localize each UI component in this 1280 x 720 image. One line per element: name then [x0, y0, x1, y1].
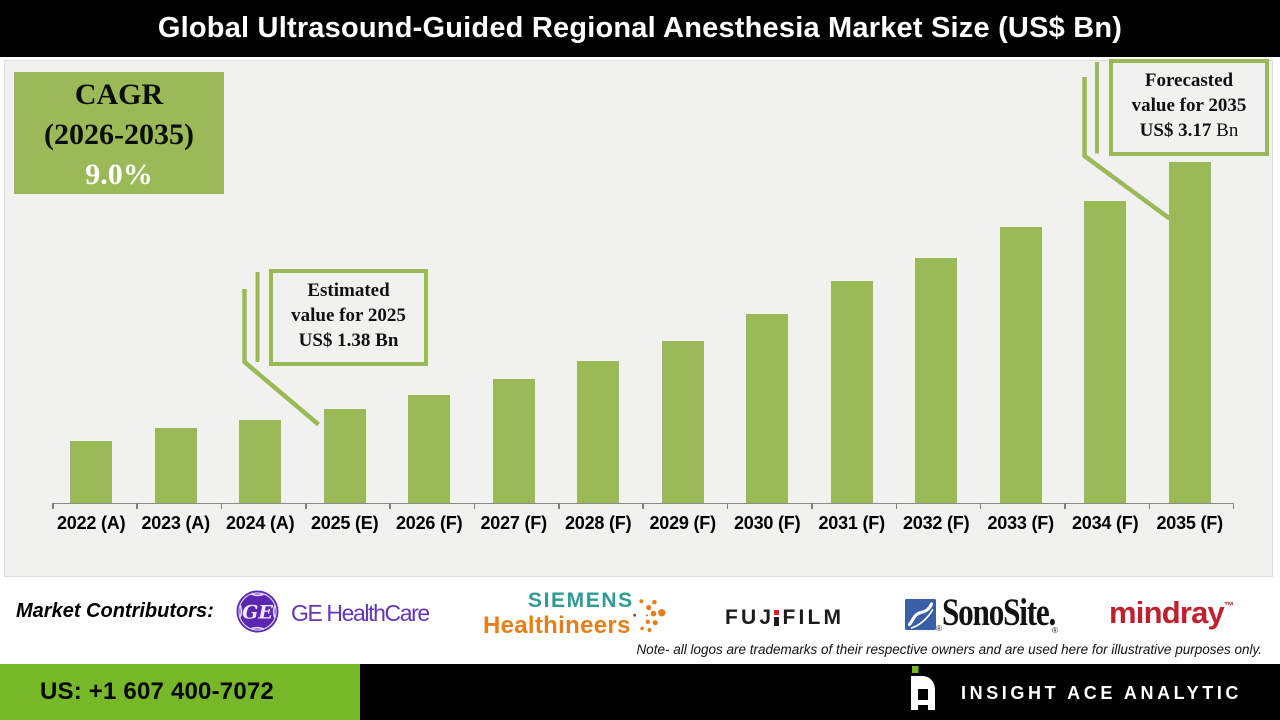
bar-2028	[577, 361, 620, 503]
bar-2022	[70, 441, 113, 503]
x-label-2033: 2033 (F)	[987, 513, 1054, 533]
trademark-note: Note- all logos are trademarks of their …	[636, 642, 1262, 657]
title-bar: Global Ultrasound-Guided Regional Anesth…	[0, 0, 1280, 57]
page-title: Global Ultrasound-Guided Regional Anesth…	[157, 12, 1123, 44]
ge-monogram-icon: GE	[236, 590, 279, 633]
fujifilm-part2: FILM	[782, 606, 845, 629]
mindray-tm-mark: ™	[1224, 601, 1234, 612]
mindray-wordmark: mindray	[1109, 595, 1225, 630]
sonosite-logo: ® SonoSite. ®	[905, 593, 1058, 635]
bar-2026	[408, 395, 451, 503]
x-label-2026: 2026 (F)	[395, 513, 463, 533]
x-label-2023: 2023 (A)	[141, 513, 210, 533]
x-axis-tick	[895, 503, 898, 509]
forecasted-line1: Forecasted	[1144, 70, 1234, 91]
sonosite-wordmark: SonoSite.	[942, 591, 1056, 634]
cagr-value: 9.0%	[85, 158, 153, 191]
x-label-2022: 2022 (A)	[56, 513, 126, 533]
bar-2023	[154, 428, 197, 503]
footer-brand-bar	[360, 664, 1280, 720]
fujifilm-logo: FUJ FILM	[725, 606, 844, 630]
x-axis-tick	[1232, 503, 1235, 509]
insight-ace-wordmark: INSIGHT ACE ANALYTIC	[961, 683, 1243, 703]
x-axis-tick	[305, 503, 307, 509]
healthineers-wordmark: Healthineers	[483, 612, 631, 639]
estimated-callout: Estimated value for 2025 US$ 1.38 Bn	[269, 269, 428, 366]
insight-ace-logo-icon	[911, 666, 935, 710]
x-label-2024: 2024 (A)	[225, 513, 295, 533]
fujifilm-red-dot-icon	[774, 610, 780, 615]
x-label-2027: 2027 (F)	[480, 513, 547, 533]
ge-healthcare-wordmark: GE HealthCare	[291, 600, 430, 626]
x-axis-tick	[1148, 503, 1151, 509]
mindray-logo: mindray™	[1109, 595, 1234, 631]
x-axis-tick	[558, 503, 560, 509]
fujifilm-part1: FUJ	[725, 606, 775, 629]
x-label-2025: 2025 (E)	[310, 513, 379, 533]
x-axis-tick	[52, 503, 54, 509]
x-axis-tick	[136, 503, 138, 509]
phone-number: US: +1 607 400-7072	[40, 678, 274, 705]
sonosite-swoosh-icon	[905, 599, 936, 630]
bar-2035	[1168, 162, 1211, 503]
bar-2031	[830, 281, 873, 503]
footer-phone-bar: US: +1 607 400-7072	[0, 664, 360, 720]
x-axis-tick	[979, 503, 982, 509]
cagr-box: CAGR (2026-2035) 9.0%	[14, 72, 224, 194]
cagr-period: (2026-2035)	[44, 118, 194, 151]
x-label-2032: 2032 (F)	[902, 513, 970, 533]
bar-2025	[323, 409, 366, 503]
siemens-wordmark: SIEMENS	[528, 589, 634, 612]
x-label-2029: 2029 (F)	[649, 513, 716, 533]
x-axis-tick	[726, 503, 729, 509]
x-label-2035: 2035 (F)	[1156, 513, 1223, 533]
bar-2027	[492, 379, 535, 503]
healthineers-dots-icon	[633, 599, 666, 632]
x-axis-tick	[1064, 503, 1066, 509]
estimated-line1: Estimated	[307, 280, 390, 301]
bar-2024	[239, 420, 282, 503]
x-label-2031: 2031 (F)	[818, 513, 885, 533]
market-contributors-label: Market Contributors:	[16, 600, 214, 622]
bar-2033	[999, 227, 1042, 503]
svg-text:GE: GE	[242, 602, 273, 624]
x-axis-tick	[642, 503, 644, 509]
x-label-2034: 2034 (F)	[1071, 513, 1139, 533]
ge-healthcare-logo: GE GE HealthCare	[236, 590, 430, 633]
bar-2030	[746, 314, 789, 503]
x-axis-tick	[811, 503, 813, 509]
x-label-2030: 2030 (F)	[733, 513, 801, 533]
estimated-value: US$ 1.38 Bn	[298, 330, 399, 351]
x-label-2028: 2028 (F)	[564, 513, 632, 533]
bar-2034	[1084, 201, 1127, 503]
bar-2029	[661, 341, 704, 503]
sonosite-reg-mark: ®	[936, 624, 942, 633]
forecasted-line2: value for 2035	[1131, 95, 1247, 116]
fujifilm-red-dot-i	[774, 610, 780, 626]
x-axis-tick	[220, 503, 223, 509]
x-axis-tick	[473, 503, 476, 509]
estimated-line2: value for 2025	[291, 305, 406, 326]
bar-2032	[915, 258, 958, 503]
forecasted-callout: Forecasted value for 2035 US$ 3.17 Bn	[1109, 59, 1269, 156]
x-axis-tick	[389, 503, 391, 509]
sonosite-reg-mark-2: ®	[1052, 626, 1058, 635]
cagr-title: CAGR	[74, 78, 164, 111]
forecasted-value: US$ 3.17 Bn	[1139, 120, 1239, 141]
